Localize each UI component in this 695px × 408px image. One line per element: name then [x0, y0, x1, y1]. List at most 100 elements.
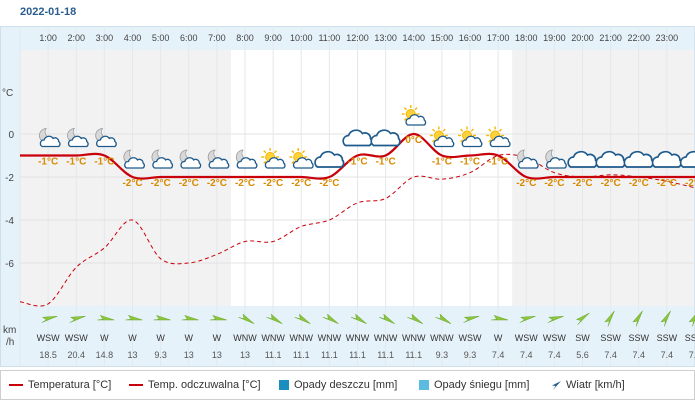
wind-direction-label: W — [128, 333, 137, 343]
weather-icon-night-partly-cloudy — [545, 149, 567, 169]
wind-direction-label: W — [156, 333, 165, 343]
wind-arrow-icon — [97, 314, 115, 321]
weather-icon-night-partly-cloudy — [151, 149, 174, 169]
wind-direction-label: WSW — [65, 333, 88, 343]
wind-arrow-icon — [238, 313, 255, 325]
temperature-value-label: -1°C — [376, 157, 396, 168]
temperature-value-label: -1°C — [432, 157, 452, 168]
legend-snow-label: Opady śniegu [mm] — [434, 379, 530, 391]
sun-icon-ray — [460, 128, 464, 132]
wind-arrow-shape — [238, 313, 255, 325]
wind-speed-label: 9.3 — [154, 350, 167, 360]
sun-icon-ray — [498, 128, 502, 132]
grid-lines — [19, 26, 695, 366]
legend-feels-like-swatch — [129, 384, 143, 386]
wind-speed-label: 11.1 — [265, 350, 282, 360]
chart-legend: Temperatura [°C] Temp. odczuwalna [°C] O… — [0, 370, 695, 400]
temperature-value-label: -2°C — [657, 178, 677, 189]
wind-direction-label: SSW — [628, 333, 649, 343]
wind-direction-label: WNW — [346, 333, 370, 343]
wind-speed-label: 11.1 — [293, 350, 310, 360]
wind-speed-label: 7.4 — [520, 350, 533, 360]
temperature-value-label: -2°C — [235, 178, 255, 189]
wind-arrow-icon — [552, 380, 561, 390]
wind-arrow-shape — [435, 313, 452, 325]
wind-arrow-shape — [181, 314, 199, 321]
cloud-icon — [236, 157, 258, 169]
weather-icon-night-partly-cloudy — [207, 149, 230, 169]
weather-icon-day-partly-cloudy — [261, 148, 286, 169]
hour-label: 11:00 — [318, 33, 340, 43]
weather-icon-night-partly-cloudy — [235, 149, 258, 169]
hour-label: 2:00 — [67, 33, 85, 43]
y-unit-label: °C — [2, 88, 13, 99]
wind-speed-label: 7.4 — [548, 350, 561, 360]
wind-arrow-shape — [463, 315, 480, 323]
weather-icon-day-partly-cloudy — [486, 126, 511, 148]
weather-icon-night-partly-cloudy — [95, 128, 117, 148]
wind-direction-label: WSW — [515, 333, 538, 343]
wind-direction-label: WNW — [430, 333, 454, 343]
wind-direction-label: SSW — [657, 333, 678, 343]
wind-arrow-icon — [575, 312, 590, 326]
wind-arrow-icon — [266, 313, 283, 325]
cloud-icon — [489, 135, 511, 148]
y-tick-label: -4 — [5, 216, 14, 227]
weather-icon-night-partly-cloudy — [517, 149, 539, 169]
wind-arrow-icon — [41, 315, 58, 323]
wind-direction-label: WSW — [543, 333, 566, 343]
wind-arrow-icon — [491, 314, 509, 321]
cloud-icon — [679, 150, 695, 168]
wind-arrow-icon — [378, 313, 395, 325]
wind-speed-label: 14.8 — [96, 350, 114, 360]
legend-rain-label: Opady deszczu [mm] — [294, 379, 398, 391]
wind-arrow-shape — [125, 314, 143, 321]
wind-arrow-icon — [153, 314, 171, 321]
weather-icons — [39, 105, 695, 169]
cloud-icon — [152, 157, 174, 169]
temperature-value-label: -1°C — [66, 157, 86, 168]
hour-label: 8:00 — [236, 33, 254, 43]
wind-direction-label: W — [494, 333, 503, 343]
temperature-value-label: -2°C — [207, 178, 227, 189]
wind-direction-label: W — [100, 333, 109, 343]
cloud-icon — [342, 129, 373, 147]
cloud-icon — [39, 135, 61, 148]
weather-icon-cloudy — [370, 129, 401, 147]
hour-label: 21:00 — [599, 33, 622, 43]
hour-label: 9:00 — [264, 33, 282, 43]
hour-label: 14:00 — [402, 33, 425, 43]
hour-label: 17:00 — [487, 33, 510, 43]
wind-direction-label: WNW — [261, 333, 285, 343]
y-tick-label: -6 — [5, 259, 14, 270]
sun-icon-ray — [432, 128, 436, 132]
sun-icon-ray — [291, 150, 295, 154]
cloud-icon — [517, 157, 539, 169]
wind-arrow-shape — [519, 315, 536, 323]
weather-chart: 1:00 2:00 3:00 4:00 5:00 6:00 7:00 8:00 9:00 10:0… — [0, 26, 695, 367]
wind-speed-label: 7.4 — [492, 350, 505, 360]
hour-label: 5:00 — [152, 33, 170, 43]
wind-arrow-icon — [519, 315, 536, 323]
hour-label: 1:00 — [39, 33, 57, 43]
wind-arrow-shape — [322, 313, 339, 325]
temperature-value-label: -1°C — [460, 157, 480, 168]
weather-icon-cloudy — [679, 150, 695, 168]
temperature-value-label: -2°C — [572, 178, 592, 189]
temperature-value-label: 0°C — [405, 135, 422, 146]
wind-row: WSW18.5WSW20.4W14.8W13W9.3W13W13WNW13WNW… — [3, 310, 695, 360]
hour-label: 18:00 — [515, 33, 538, 43]
hour-label: 20:00 — [571, 33, 594, 43]
wind-speed-label: 7.4 — [632, 350, 645, 360]
temperature-value-label: -2°C — [122, 178, 142, 189]
wind-speed-label: 11.1 — [405, 350, 422, 360]
y-tick-label: 0 — [8, 130, 14, 141]
wind-speed-label: 13 — [184, 350, 194, 360]
temperature-value-label: -2°C — [319, 178, 339, 189]
legend-feels-like-label: Temp. odczuwalna [°C] — [148, 379, 261, 391]
sun-icon-ray — [488, 128, 492, 132]
feels-like-line — [19, 153, 695, 307]
sun-icon-ray — [488, 139, 492, 143]
cloud-icon — [264, 157, 286, 169]
wind-speed-label: 13 — [212, 350, 222, 360]
